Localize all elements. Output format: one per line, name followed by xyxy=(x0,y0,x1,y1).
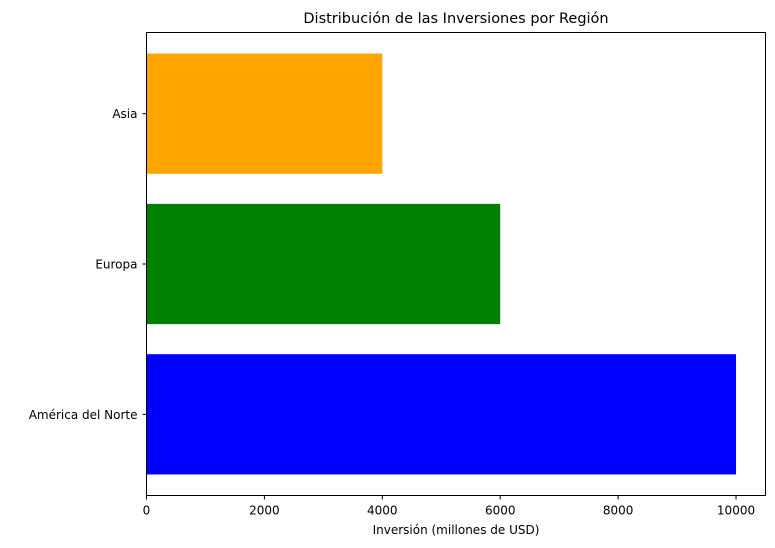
bar-am-rica-del-norte xyxy=(146,354,737,475)
y-tick-label: Europa xyxy=(95,258,137,272)
x-axis-label: Inversión (millones de USD) xyxy=(373,523,540,537)
bars-group xyxy=(146,53,737,475)
bar-asia xyxy=(146,53,383,174)
chart-title: Distribución de las Inversiones por Regi… xyxy=(303,11,608,27)
y-axis-ticks: América del Norte Europa Asia xyxy=(29,107,147,422)
plot-frame xyxy=(146,32,766,496)
x-tick-label: 8000 xyxy=(603,504,634,518)
bar-europa xyxy=(146,203,501,325)
x-tick-label: 0 xyxy=(143,504,151,518)
y-tick-label: Asia xyxy=(112,107,137,121)
x-tick-label: 10000 xyxy=(717,504,755,518)
x-tick-label: 4000 xyxy=(367,504,398,518)
y-tick-label: América del Norte xyxy=(29,408,138,422)
x-tick-label: 2000 xyxy=(249,504,280,518)
x-axis-ticks: 0 2000 4000 6000 8000 10000 xyxy=(143,495,755,518)
x-tick-label: 6000 xyxy=(485,504,516,518)
